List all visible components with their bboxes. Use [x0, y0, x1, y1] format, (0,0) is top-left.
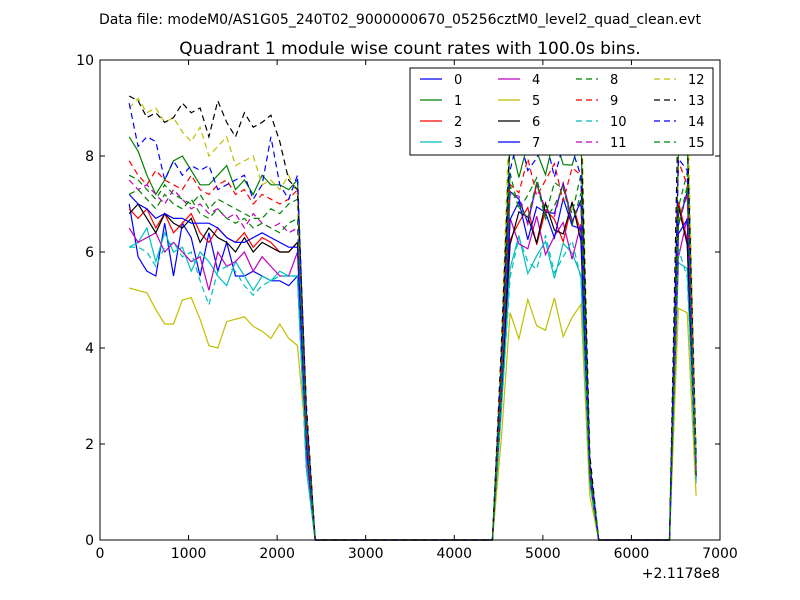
series-layer [128, 91, 697, 541]
legend-label: 15 [688, 136, 705, 151]
x-tick-label: 4000 [436, 546, 472, 562]
series-line-5 [129, 287, 697, 541]
series-line-15 [128, 182, 697, 541]
axes-frame [99, 59, 721, 541]
x-tick-label: 7000 [702, 546, 738, 562]
legend-label: 9 [610, 94, 618, 109]
x-offset-label: +2.1178e8 [642, 566, 720, 582]
y-tick-label: 10 [76, 53, 94, 69]
series-line-6 [128, 201, 697, 541]
chart-title: Quadrant 1 module wise count rates with … [179, 39, 640, 59]
legend-label: 7 [532, 136, 540, 151]
series-line-10 [129, 235, 697, 541]
series-line-12 [128, 91, 697, 541]
legend-label: 12 [688, 73, 705, 88]
legend-label: 1 [454, 94, 462, 109]
suptitle: Data file: modeM0/AS1G05_240T02_90000006… [99, 12, 701, 28]
legend-label: 11 [610, 136, 627, 151]
x-tick-label: 1000 [171, 546, 207, 562]
series-line-8 [128, 172, 697, 541]
legend-label: 8 [610, 73, 618, 88]
series-line-4 [128, 216, 697, 541]
series-line-9 [128, 158, 697, 541]
legend-label: 0 [454, 73, 462, 88]
legend-label: 3 [454, 136, 462, 151]
y-tick-label: 4 [85, 341, 94, 357]
x-tick-label: 0 [96, 546, 105, 562]
series-line-2 [128, 200, 697, 541]
series-line-7 [128, 193, 697, 541]
legend-label: 2 [454, 115, 462, 130]
y-tick-label: 0 [85, 533, 94, 549]
legend-label: 10 [610, 115, 627, 130]
series-line-14 [128, 103, 697, 541]
series-line-0 [128, 180, 697, 541]
y-tick-label: 2 [85, 437, 94, 453]
y-tick-label: 6 [85, 245, 94, 261]
series-line-1 [128, 133, 697, 541]
series-line-3 [128, 226, 697, 541]
legend-label: 5 [532, 94, 540, 109]
legend-frame [409, 67, 714, 156]
x-tick-label: 5000 [525, 546, 561, 562]
y-tick-label: 8 [85, 149, 94, 165]
x-tick-label: 2000 [259, 546, 295, 562]
legend-label: 6 [532, 115, 540, 130]
legend-label: 13 [688, 94, 705, 109]
legend-label: 14 [688, 115, 705, 130]
x-tick-label: 3000 [348, 546, 384, 562]
x-tick-label: 6000 [614, 546, 650, 562]
legend-label: 4 [532, 73, 540, 88]
series-line-11 [128, 179, 697, 541]
series-line-13 [128, 95, 697, 541]
